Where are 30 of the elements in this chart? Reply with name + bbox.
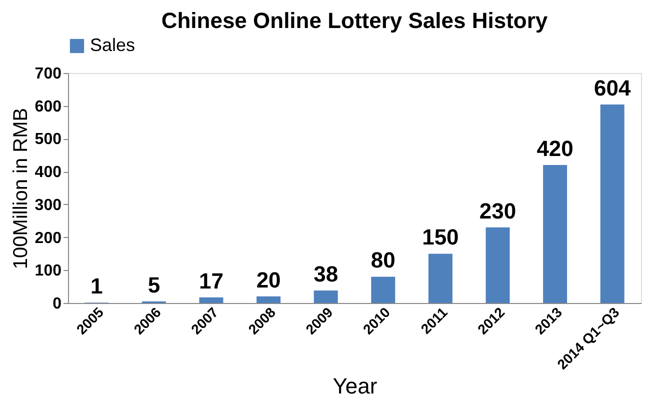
x-axis-title: Year	[332, 373, 378, 398]
data-label: 80	[370, 248, 396, 273]
y-tick-label: 600	[34, 98, 62, 116]
bar	[371, 276, 396, 303]
bar	[600, 104, 624, 303]
data-label: 604	[594, 76, 632, 101]
legend-label: Sales	[90, 35, 136, 55]
data-label: 1	[90, 274, 103, 299]
bar	[543, 165, 568, 303]
y-axis-title: 100Million in RMB	[10, 108, 32, 270]
data-label: 17	[199, 268, 224, 294]
y-tick-label: 200	[34, 230, 62, 247]
data-label: 38	[314, 262, 338, 287]
bar	[486, 227, 510, 303]
y-tick-label: 0	[52, 296, 62, 312]
y-tick-label: 300	[34, 196, 62, 214]
y-tick-label: 500	[34, 131, 62, 148]
data-label: 150	[422, 224, 459, 250]
y-tick-label: 700	[34, 66, 62, 82]
y-tick-label: 100	[34, 262, 62, 280]
bar	[314, 290, 338, 303]
bar	[199, 297, 224, 303]
y-tick-label: 400	[34, 164, 62, 182]
bar	[256, 296, 281, 303]
data-label: 20	[256, 267, 281, 292]
data-label: 420	[536, 136, 574, 161]
chart-title: Chinese Online Lottery Sales History	[161, 8, 548, 33]
bar	[428, 254, 452, 303]
data-label: 5	[148, 272, 160, 298]
data-label: 230	[479, 198, 516, 224]
